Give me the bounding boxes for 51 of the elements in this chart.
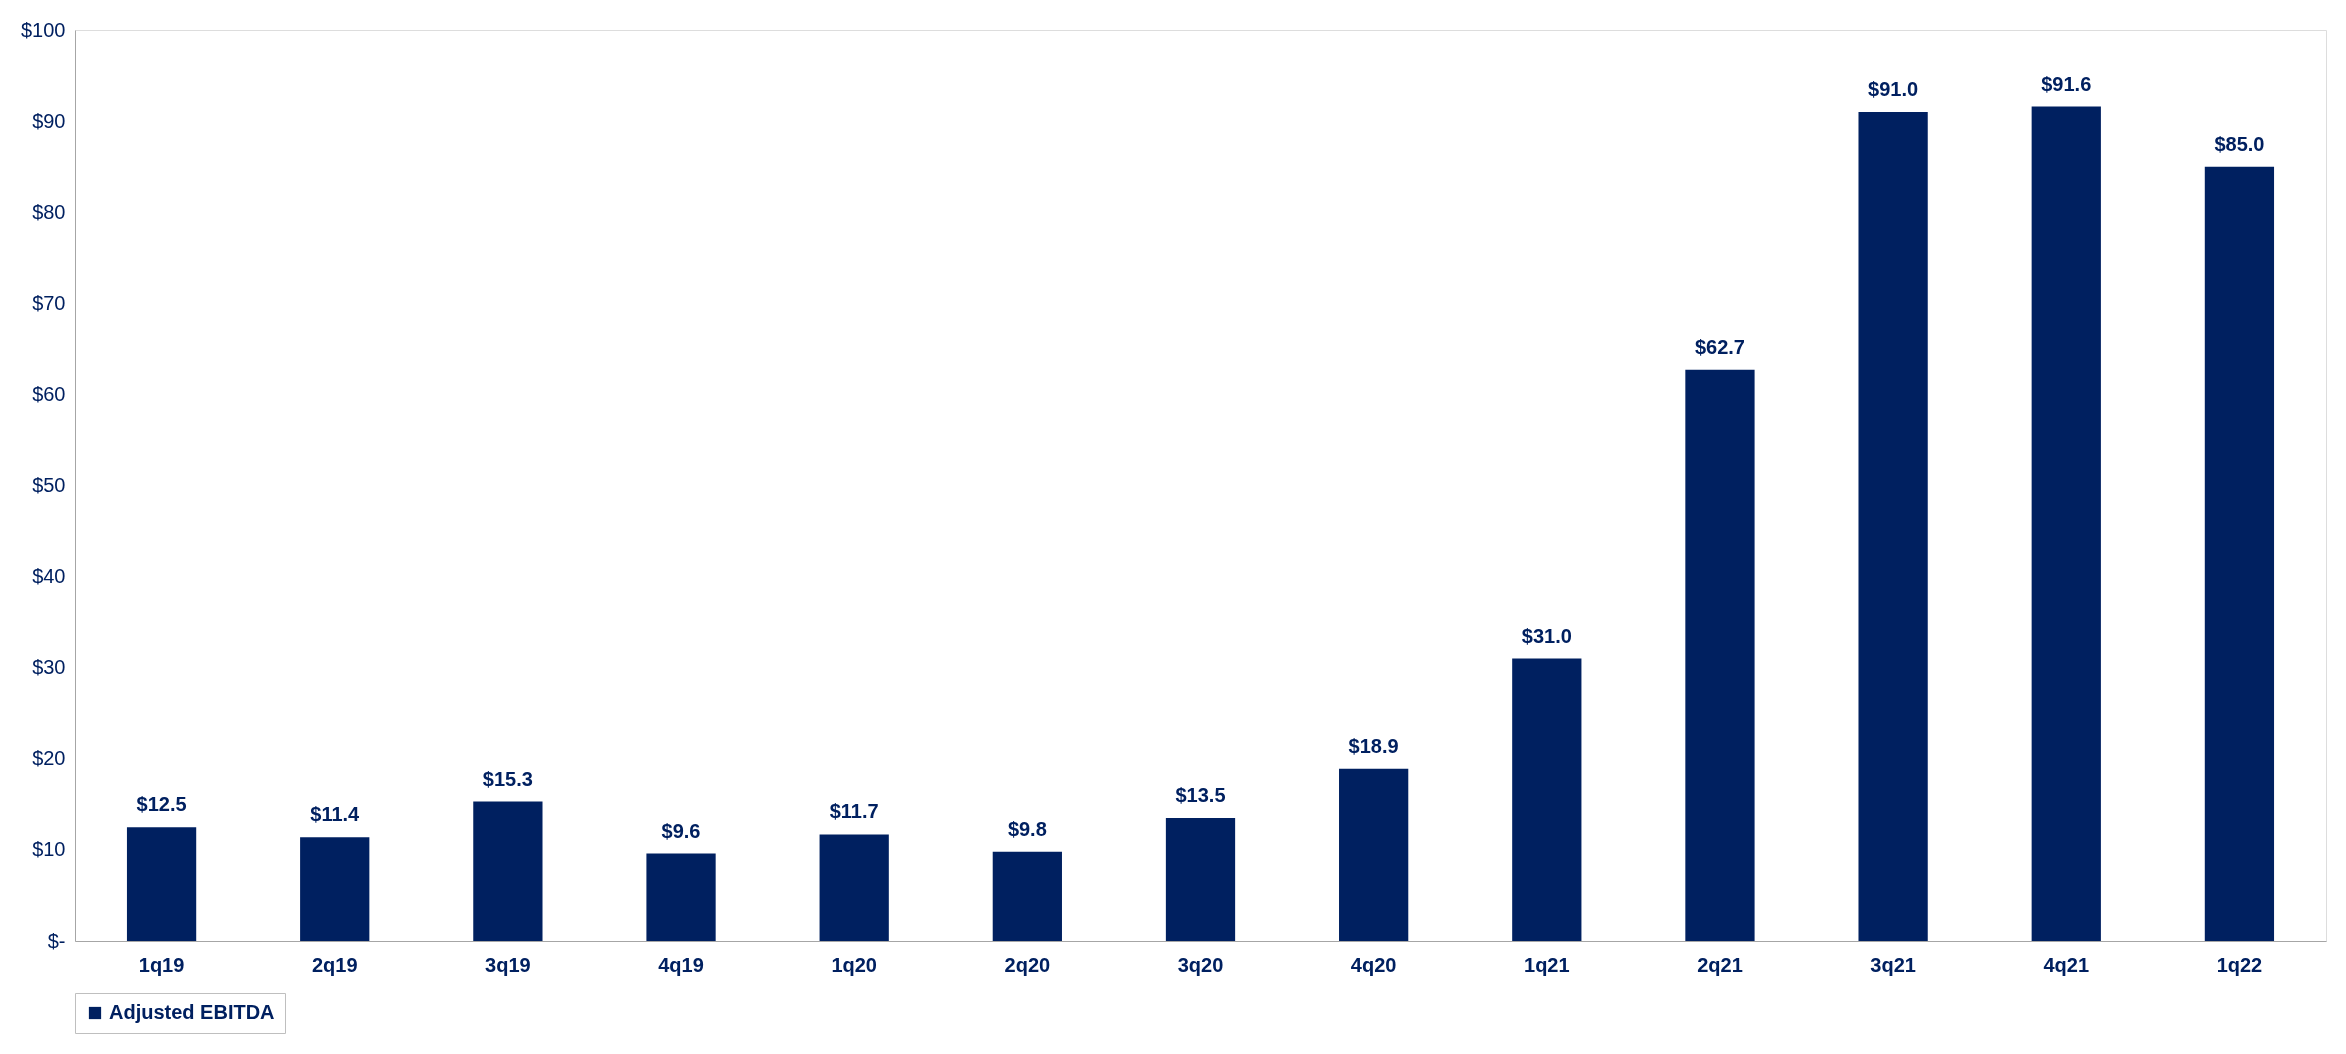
y-tick-label: $10 (32, 838, 66, 861)
bar (2204, 166, 2275, 941)
y-tick-label: $60 (32, 382, 66, 405)
y-tick-label: $30 (32, 656, 66, 679)
bar (1165, 818, 1236, 941)
data-label: $9.6 (661, 819, 701, 842)
data-label: $31.0 (1521, 624, 1572, 647)
bar (819, 834, 889, 941)
x-tick-label: 3q20 (1177, 953, 1224, 976)
bar (1512, 658, 1582, 941)
x-tick-label: 4q20 (1350, 953, 1397, 976)
x-tick-label: 1q19 (138, 953, 185, 976)
data-label: $15.3 (482, 767, 533, 790)
y-tick-label: $100 (21, 18, 66, 41)
data-label: $11.7 (829, 800, 879, 823)
x-tick-label: 1q21 (1524, 953, 1570, 976)
y-tick-label: $- (47, 929, 66, 952)
data-label: $91.0 (1868, 77, 1919, 100)
x-tick-label: 2q21 (1697, 953, 1743, 976)
x-tick-label: 2q19 (311, 953, 358, 976)
x-tick-label: 3q19 (485, 953, 531, 976)
y-tick-label: $90 (32, 109, 66, 132)
y-tick-label: $70 (32, 291, 66, 314)
bar (300, 837, 370, 941)
data-label: $13.5 (1175, 784, 1226, 807)
x-tick-label: 3q21 (1870, 953, 1916, 976)
data-label: $11.4 (310, 803, 361, 826)
y-tick-label: $80 (32, 200, 66, 223)
data-label: $85.0 (2214, 132, 2265, 155)
x-tick-label: 4q21 (2043, 953, 2090, 976)
y-tick-label: $20 (32, 747, 66, 770)
bar (1685, 369, 1755, 941)
bar (126, 827, 197, 941)
data-label: $62.7 (1694, 335, 1745, 358)
data-label: $91.6 (2041, 72, 2092, 95)
x-tick-label: 1q20 (831, 953, 877, 976)
x-tick-label: 1q22 (2216, 953, 2263, 976)
bar (2031, 106, 2101, 941)
x-tick-label: 4q19 (658, 953, 704, 976)
bar (1339, 768, 1409, 941)
y-tick-label: $50 (32, 474, 66, 496)
bar (992, 851, 1062, 941)
bar (1858, 111, 1928, 941)
data-label: $12.5 (136, 793, 187, 816)
bar (646, 853, 716, 941)
legend-label: Adjusted EBITDA (109, 1001, 275, 1023)
x-tick-label: 2q20 (1004, 953, 1051, 976)
y-tick-label: $40 (32, 565, 66, 588)
data-label: $9.8 (1007, 817, 1047, 840)
data-label: $18.9 (1348, 734, 1399, 757)
bar (473, 801, 543, 941)
